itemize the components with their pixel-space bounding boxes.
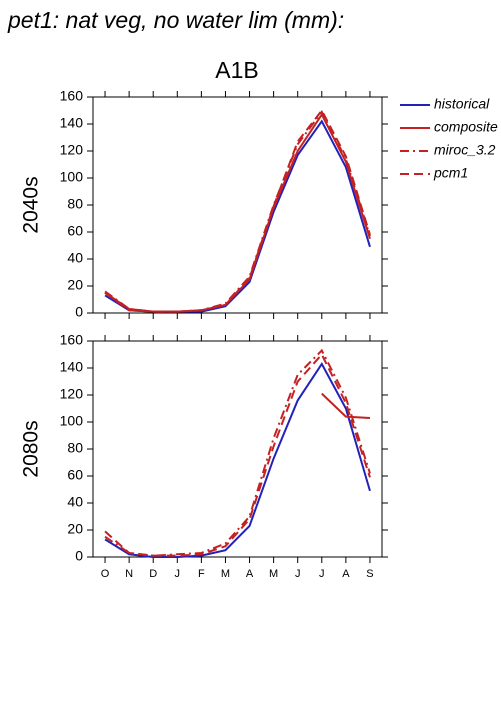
- y-axis-label: 2040s: [20, 176, 43, 233]
- legend-label: historical: [434, 96, 490, 112]
- series-line: [104, 109, 371, 313]
- x-tick-label: J: [319, 568, 325, 580]
- y-axis-label: 2080s: [20, 420, 43, 477]
- y-tick-label: 100: [60, 169, 84, 185]
- chart-title: pet1: nat veg, no water lim (mm):: [7, 7, 344, 33]
- y-tick-label: 80: [67, 196, 83, 212]
- x-tick-label: D: [149, 568, 157, 580]
- x-tick-label: F: [198, 568, 205, 580]
- x-tick-label: N: [125, 568, 133, 580]
- series-line: [104, 108, 371, 313]
- y-tick-label: 140: [60, 115, 84, 131]
- series-line: [104, 362, 371, 558]
- series-line: [104, 112, 371, 313]
- legend-label: pcm1: [433, 165, 468, 181]
- y-tick-label: 80: [67, 440, 83, 456]
- y-tick-label: 0: [75, 548, 83, 564]
- y-tick-label: 20: [67, 277, 83, 293]
- y-tick-label: 20: [67, 521, 83, 537]
- series-line: [104, 348, 371, 557]
- y-tick-label: 60: [67, 467, 83, 483]
- y-tick-label: 160: [60, 332, 84, 348]
- y-tick-label: 120: [60, 386, 84, 402]
- x-tick-label: A: [246, 568, 254, 580]
- y-tick-label: 100: [60, 413, 84, 429]
- x-tick-label: O: [101, 568, 110, 580]
- x-tick-label: J: [295, 568, 301, 580]
- y-tick-label: 120: [60, 142, 84, 158]
- x-tick-label: J: [175, 568, 181, 580]
- x-tick-label: A: [342, 568, 350, 580]
- chart-subtitle: A1B: [215, 57, 258, 83]
- x-tick-label: M: [269, 568, 278, 580]
- legend-label: composite: [434, 119, 498, 135]
- legend-label: miroc_3.2: [434, 142, 496, 158]
- series-line: [104, 352, 371, 557]
- x-tick-label: M: [221, 568, 230, 580]
- plot-frame: [92, 340, 383, 558]
- y-tick-label: 160: [60, 88, 84, 104]
- y-tick-label: 60: [67, 223, 83, 239]
- series-line: [321, 392, 371, 419]
- y-tick-label: 140: [60, 359, 84, 375]
- y-tick-label: 40: [67, 250, 83, 266]
- plot-frame: [92, 96, 383, 314]
- y-tick-label: 40: [67, 494, 83, 510]
- x-tick-label: S: [366, 568, 373, 580]
- series-line: [104, 119, 371, 313]
- y-tick-label: 0: [75, 304, 83, 320]
